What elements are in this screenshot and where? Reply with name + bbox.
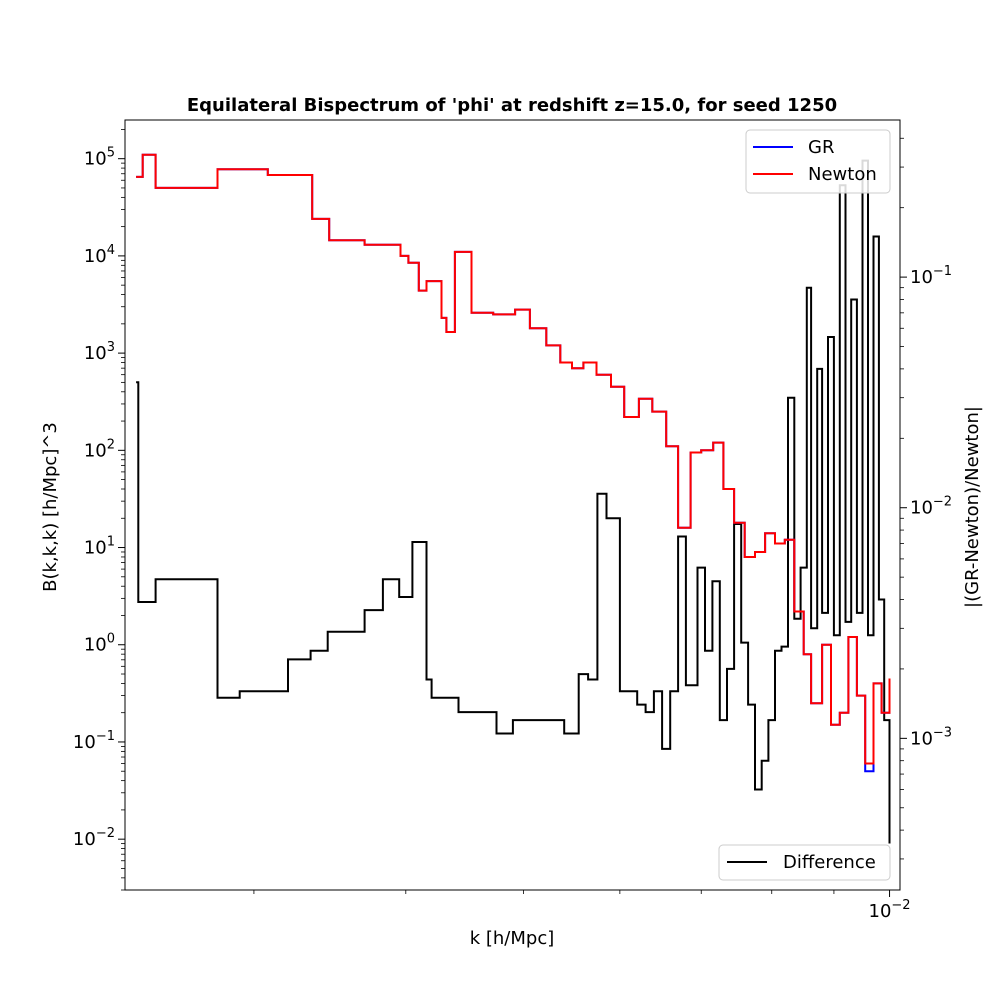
left-tick-label: 105	[84, 146, 115, 170]
legend-lower: Difference	[718, 844, 891, 881]
x-tick-label: 10−2	[869, 898, 911, 922]
series-line-difference	[136, 159, 891, 844]
x-axis-label: k [h/Mpc]	[470, 928, 555, 949]
axis-layer: 10−2 10−1 100 101 102 103 104 105 10−3 10−2 10−1 10…	[73, 119, 952, 922]
right-tick-label: 10−1	[910, 264, 952, 288]
series-line-gr	[136, 153, 891, 773]
left-tick-label: 103	[84, 340, 115, 364]
right-axis-label: |(GR-Newton)/Newton|	[962, 406, 983, 608]
series-line-newton	[136, 153, 891, 765]
left-tick-label: 100	[84, 632, 115, 656]
plot-frame	[124, 119, 901, 891]
left-axis-label: B(k,k,k) [h/Mpc]^3	[40, 422, 61, 592]
legend-upper: GR Newton	[745, 129, 891, 194]
chart-title: Equilateral Bispectrum of 'phi' at redsh…	[187, 95, 837, 116]
right-tick-label: 10−2	[910, 495, 952, 519]
legend-gr-label: GR	[808, 137, 834, 158]
left-tick-label: 10−2	[73, 826, 115, 850]
legend-difference-label: Difference	[783, 852, 876, 873]
right-tick-label: 10−3	[910, 725, 952, 749]
left-tick-label: 101	[84, 535, 115, 559]
legend-lower-box	[718, 844, 891, 881]
legend-upper-box	[745, 129, 891, 194]
legend-newton-label: Newton	[808, 164, 877, 185]
left-tick-label: 10−1	[73, 729, 115, 753]
left-tick-label: 102	[84, 437, 115, 461]
series-layer	[136, 153, 891, 844]
left-tick-label: 104	[84, 243, 115, 267]
